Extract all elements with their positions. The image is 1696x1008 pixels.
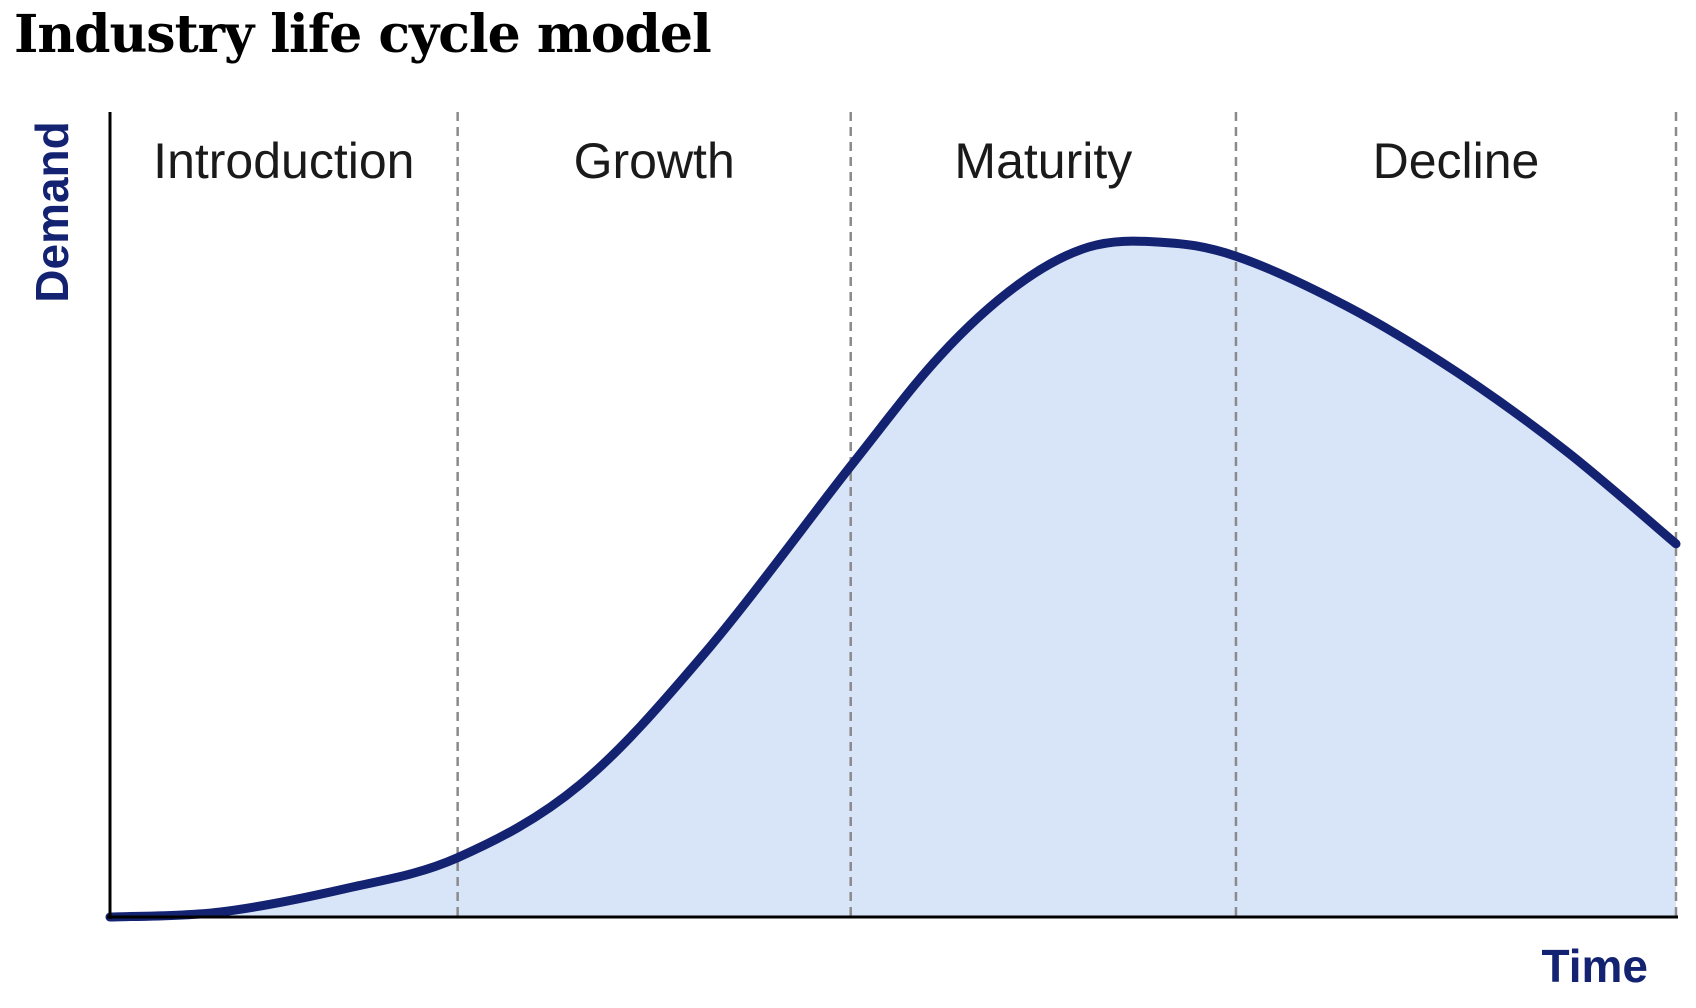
plot-area xyxy=(105,112,1681,922)
y-axis-title: Demand xyxy=(26,121,78,302)
demand-curve xyxy=(105,236,1681,922)
phase-label-maturity: Maturity xyxy=(954,133,1132,189)
phase-label-introduction: Introduction xyxy=(153,133,414,189)
demand-area-fill xyxy=(110,241,1676,918)
phase-label-growth: Growth xyxy=(574,133,735,189)
chart-title: Industry life cycle model xyxy=(14,4,712,65)
phase-label-decline: Decline xyxy=(1373,133,1540,189)
phase-labels: Introduction Growth Maturity Decline xyxy=(153,133,1539,189)
x-axis-title: Time xyxy=(1541,940,1648,992)
axes xyxy=(107,112,1678,919)
